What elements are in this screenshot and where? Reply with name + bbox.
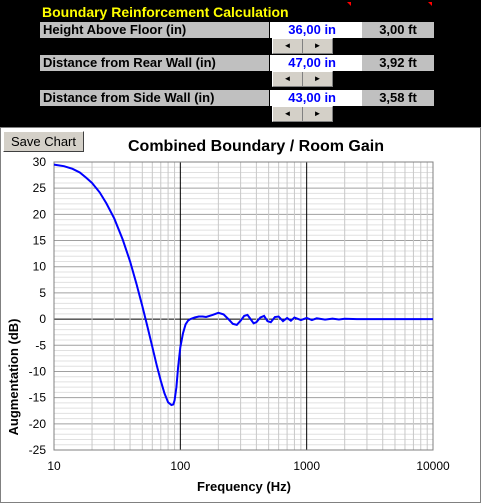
x-axis-label: Frequency (Hz) [197,479,291,494]
room-gain-chart: Combined Boundary / Room Gain 30 25 20 15 10… [6,138,450,494]
save-chart-button[interactable]: Save Chart [3,131,84,152]
chart-title: Combined Boundary / Room Gain [128,138,384,155]
y-tick-label: 0 [39,312,46,326]
x-axis-ticks: 10 100 1000 10000 [47,459,450,473]
y-tick-label: 15 [33,234,47,248]
y-tick-label: 20 [33,207,47,221]
y-tick-label: -25 [29,443,47,457]
increase-arrow-icon[interactable]: ► [313,109,322,118]
rear-wall-input[interactable]: 47,00 in [270,55,362,71]
rear-wall-label: Distance from Rear Wall (in) [40,55,269,71]
y-tick-label: 5 [39,286,46,300]
increase-arrow-icon[interactable]: ► [313,74,322,83]
y-tick-label: -15 [29,391,47,405]
decrease-arrow-icon[interactable]: ◄ [273,39,303,53]
chart-grid [53,161,434,451]
side-wall-input[interactable]: 43,00 in [270,90,362,106]
height-feet: 3,00 ft [362,22,434,38]
x-tick-label: 10 [47,459,61,473]
x-tick-label: 1000 [293,459,320,473]
y-tick-label: -10 [29,364,47,378]
input-panel: Boundary Reinforcement Calculation Heigh… [0,0,481,127]
side-wall-label: Distance from Side Wall (in) [40,90,269,106]
chart-area: Save Chart Combined Boundary / Room Gain… [0,127,481,503]
plot-frame [53,161,434,451]
height-spinner[interactable]: ◄ ► [272,38,333,54]
y-tick-label: -20 [29,417,47,431]
y-tick-label: 10 [33,260,47,274]
y-tick-label: 25 [33,181,47,195]
comment-marker [347,2,351,6]
comment-marker [428,2,432,6]
rear-wall-feet: 3,92 ft [362,55,434,71]
y-axis-label: Augmentation (dB) [6,319,21,436]
decrease-arrow-icon[interactable]: ◄ [273,72,303,86]
increase-arrow-icon[interactable]: ► [313,41,322,50]
side-wall-feet: 3,58 ft [362,90,434,106]
calculator-title: Boundary Reinforcement Calculation [42,4,289,20]
decrease-arrow-icon[interactable]: ◄ [273,107,303,121]
y-tick-label: 30 [33,155,47,169]
rear-wall-spinner[interactable]: ◄ ► [272,71,333,87]
x-tick-label: 10000 [416,459,450,473]
y-axis-ticks: 30 25 20 15 10 5 0 -5 -10 -15 -20 -25 [29,155,47,457]
x-tick-label: 100 [170,459,190,473]
height-label: Height Above Floor (in) [40,22,269,38]
height-input[interactable]: 36,00 in [270,22,362,38]
side-wall-spinner[interactable]: ◄ ► [272,106,333,122]
y-tick-label: -5 [35,338,46,352]
series-line [53,163,433,407]
